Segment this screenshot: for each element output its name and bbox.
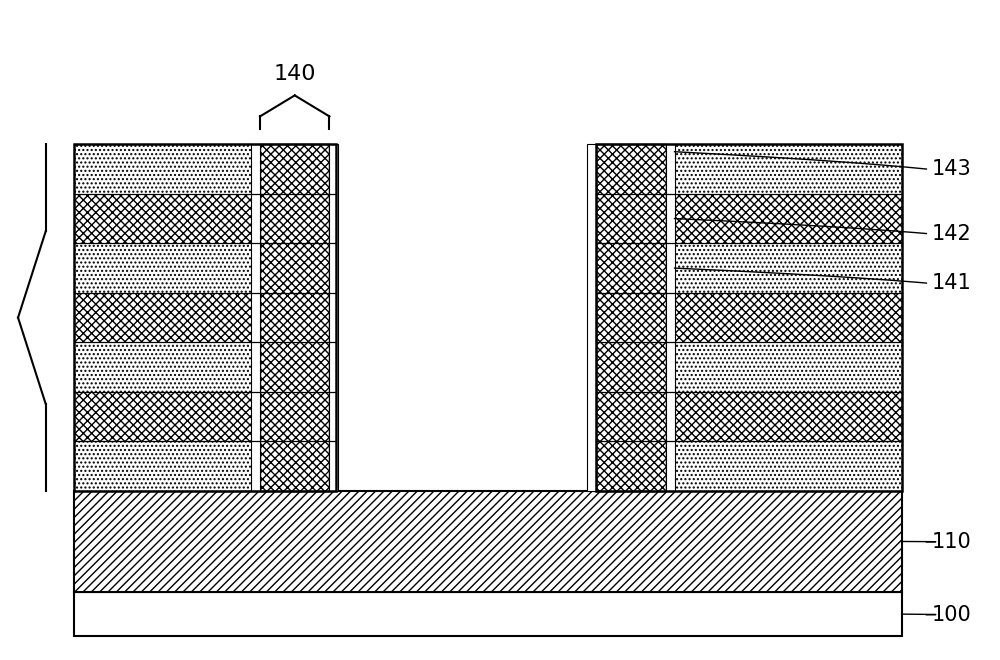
Bar [74, 293, 336, 343]
Bar [74, 491, 902, 592]
Bar [587, 145, 596, 491]
Bar [596, 194, 902, 244]
Bar [74, 392, 336, 442]
Bar [74, 194, 336, 244]
Bar [596, 293, 902, 343]
Bar [596, 145, 902, 194]
Bar [596, 442, 902, 491]
Bar [596, 244, 902, 293]
Bar [260, 145, 329, 491]
Bar [74, 343, 336, 392]
Text: 100: 100 [931, 605, 971, 625]
Bar [74, 244, 336, 293]
Bar [596, 392, 902, 442]
Bar [74, 145, 336, 491]
Bar [596, 145, 902, 491]
Bar [74, 145, 336, 194]
Bar [666, 145, 675, 491]
Bar [329, 145, 338, 491]
Bar [596, 343, 902, 392]
Text: 140: 140 [273, 63, 316, 84]
Text: 141: 141 [931, 273, 971, 293]
Bar [251, 145, 260, 491]
Text: 142: 142 [931, 224, 971, 244]
Text: 110: 110 [931, 532, 971, 552]
Bar [596, 145, 666, 491]
Bar [74, 592, 902, 636]
Text: 143: 143 [931, 159, 971, 179]
Bar [74, 442, 336, 491]
